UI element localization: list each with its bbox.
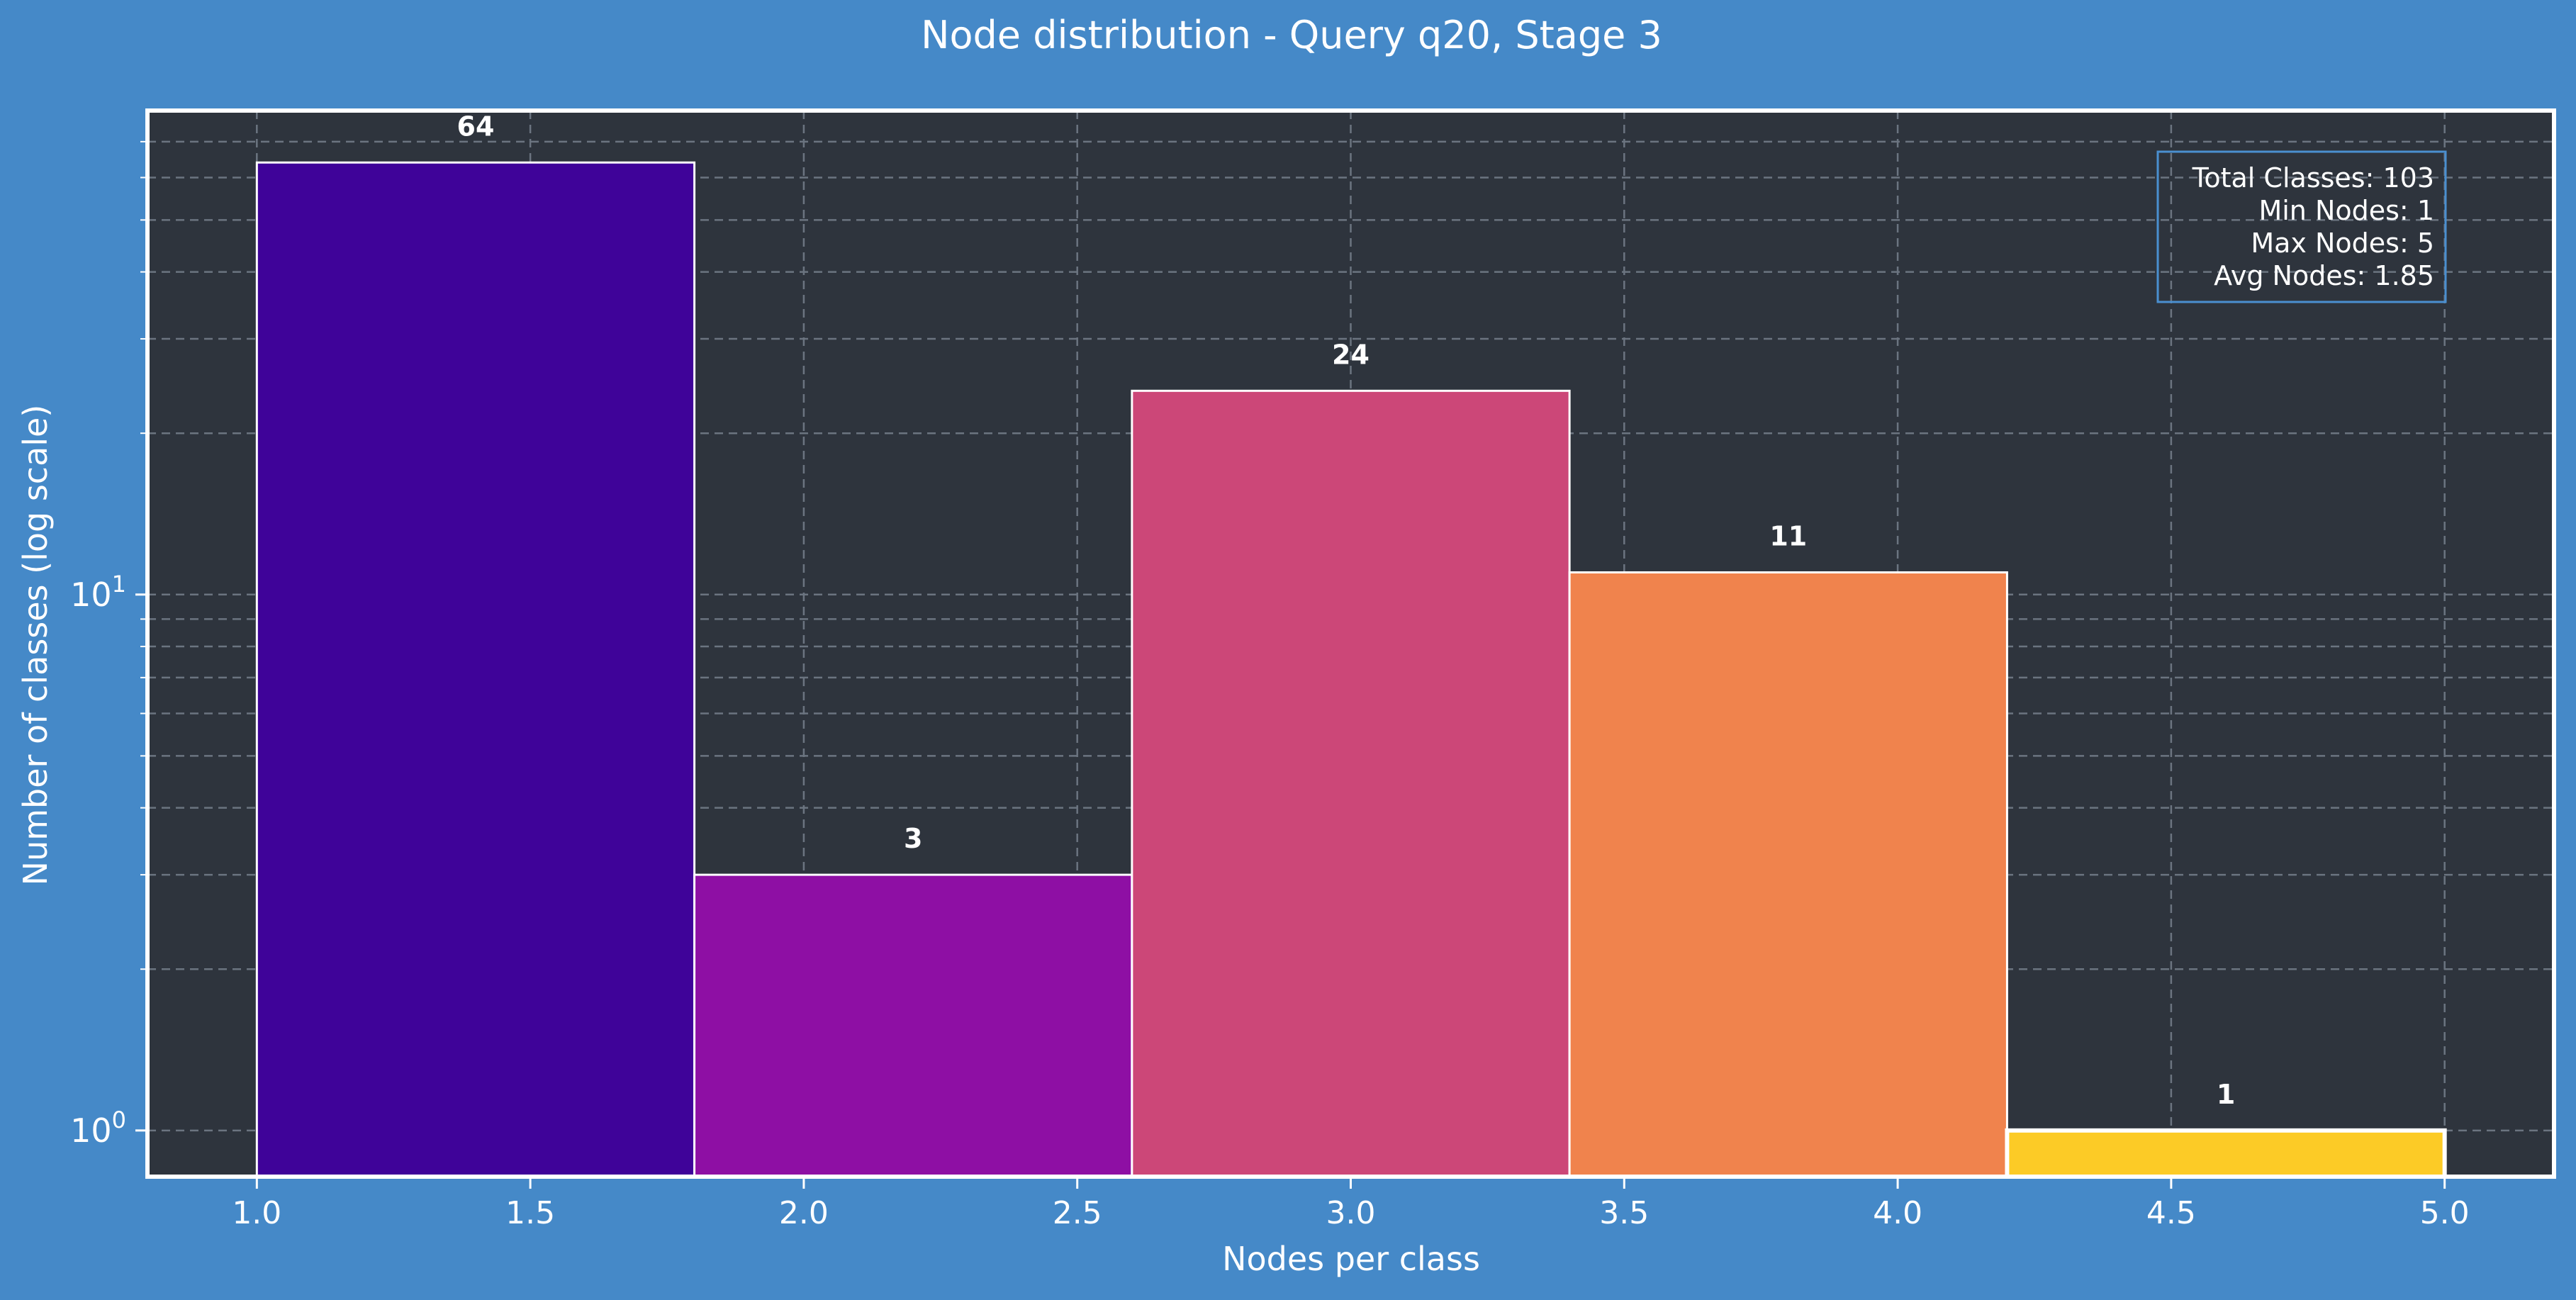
y-axis-ticks: 100 101 [70, 140, 145, 1150]
plot-area-frame [145, 108, 2556, 1179]
y-axis-label: Number of classes (log scale) [16, 405, 55, 886]
chart-title: Node distribution - Query q20, Stage 3 [921, 13, 1662, 57]
stats-box: Total Classes: 103 Min Nodes: 1 Max Node… [2156, 150, 2447, 303]
x-tick-label: 4.0 [1873, 1195, 1922, 1231]
x-axis-label: Nodes per class [1222, 1240, 1480, 1278]
y-tick-label: 100 [70, 1106, 126, 1150]
bar-value-label-3: 24 [1332, 339, 1370, 370]
bars [255, 161, 2447, 1179]
stats-avg-nodes: Avg Nodes: 1.85 [2214, 260, 2434, 291]
bar-value-label-5: 1 [2217, 1079, 2235, 1110]
stats-max-nodes: Max Nodes: 5 [2251, 228, 2434, 259]
bar-value-label-4: 11 [1769, 520, 1807, 551]
bar-2 [693, 873, 1133, 1178]
x-tick-label: 1.0 [232, 1195, 281, 1231]
x-tick-label: 4.5 [2146, 1195, 2196, 1231]
stats-box-frame [2156, 150, 2447, 303]
stats-min-nodes: Min Nodes: 1 [2258, 195, 2434, 226]
x-tick-label: 2.0 [779, 1195, 829, 1231]
x-tick-label: 2.5 [1053, 1195, 1102, 1231]
y-tick-label: 101 [70, 571, 126, 614]
x-tick-label: 3.0 [1326, 1195, 1376, 1231]
bar-value-label-2: 3 [904, 823, 922, 854]
x-tick-label: 1.5 [505, 1195, 555, 1231]
bar-3 [1131, 389, 1571, 1178]
bar-5 [2005, 1128, 2447, 1179]
x-tick-label: 5.0 [2420, 1195, 2470, 1231]
bar-1 [255, 161, 696, 1178]
stats-total-classes: Total Classes: 103 [2192, 162, 2434, 194]
bar-value-label-1: 64 [457, 111, 495, 142]
x-tick-label: 3.5 [1599, 1195, 1649, 1231]
x-axis-ticks: 1.0 1.5 2.0 2.5 3.0 3.5 4.0 4.5 5.0 [232, 1179, 2470, 1231]
bar-4 [1568, 571, 2008, 1178]
